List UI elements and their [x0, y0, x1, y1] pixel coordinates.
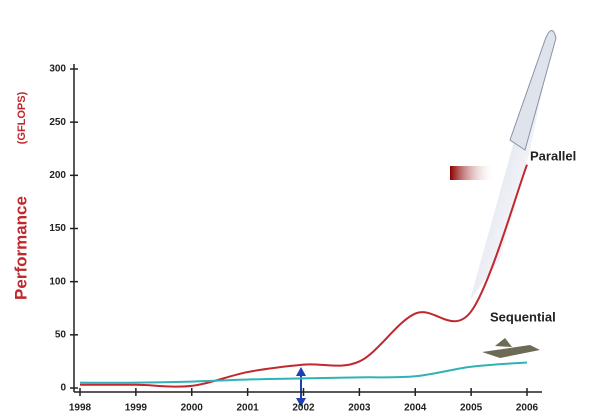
- x-tick-label: 2002: [292, 403, 315, 414]
- x-tick-label: 2003: [348, 403, 371, 414]
- y-tick-label: 250: [49, 117, 66, 128]
- y-tick-label: 0: [60, 383, 66, 394]
- series-line: [79, 361, 528, 384]
- series-label: Sequential: [490, 309, 556, 324]
- x-tick-label: 2000: [181, 403, 204, 414]
- y-axis-unit: (GFLOPS): [16, 91, 28, 144]
- x-tick-label: 2004: [404, 403, 427, 414]
- series-label: Parallel: [530, 148, 576, 163]
- series-line: [79, 164, 528, 388]
- x-tick-label: 2005: [460, 403, 483, 414]
- x-tick-label: 1998: [69, 403, 92, 414]
- y-tick-label: 100: [49, 276, 66, 287]
- y-tick-label: 200: [49, 170, 66, 181]
- y-axis-label: Performance: [11, 196, 30, 300]
- y-tick-label: 300: [49, 64, 66, 75]
- y-axis-label-group: Performance (GFLOPS): [11, 91, 30, 300]
- y-tick-label: 150: [49, 223, 66, 234]
- y-tick-label: 50: [55, 329, 67, 340]
- x-tick-label: 1999: [125, 403, 148, 414]
- x-tick-label: 2006: [516, 403, 539, 414]
- x-tick-label: 2001: [237, 403, 260, 414]
- decoration: [296, 30, 557, 407]
